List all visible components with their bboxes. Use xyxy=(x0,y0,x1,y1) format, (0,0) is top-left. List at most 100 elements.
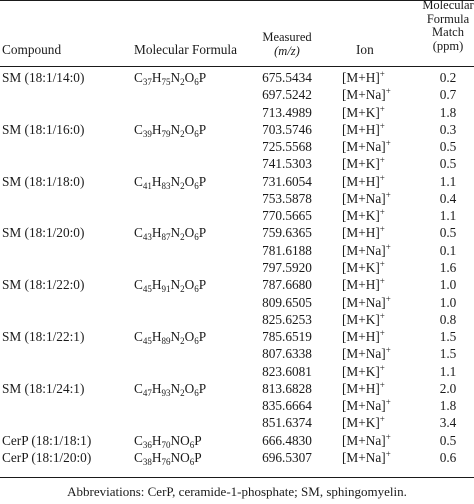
compound-name: SM (18:1/20:0) xyxy=(2,225,85,241)
ppm-match: 1.0 xyxy=(439,294,457,310)
ppm-match: 0.7 xyxy=(439,87,457,103)
compound-name: CerP (18:1/18:1) xyxy=(2,432,92,448)
header-match-line1: Molecular xyxy=(422,0,474,12)
ion-type: [M+Na]+ xyxy=(342,86,391,103)
molecular-formula: C41H83N2O6P xyxy=(134,173,207,191)
measured-mz: 781.6188 xyxy=(262,242,312,258)
ppm-match: 0.3 xyxy=(439,121,457,137)
measured-mz: 785.6519 xyxy=(262,329,312,345)
header-molecular-formula: Molecular Formula xyxy=(134,42,238,57)
measured-mz: 731.6054 xyxy=(262,173,312,189)
molecular-formula: C37H75N2O6P xyxy=(134,70,207,87)
ppm-match: 0.6 xyxy=(439,449,457,465)
ion-type: [M+H]+ xyxy=(342,172,385,189)
ion-type: [M+Na]+ xyxy=(342,397,391,414)
ion-type: [M+Na]+ xyxy=(342,345,391,362)
ppm-match: 0.8 xyxy=(439,311,457,327)
header-match-line3: Match xyxy=(432,25,464,39)
ion-type: [M+H]+ xyxy=(342,276,385,293)
bottom-rule xyxy=(0,477,474,478)
ion-type: [M+K]+ xyxy=(342,207,385,224)
measured-mz: 713.4989 xyxy=(262,104,312,120)
ion-type: [M+Na]+ xyxy=(342,293,391,310)
ppm-match: 2.0 xyxy=(439,380,457,396)
ppm-match: 1.1 xyxy=(439,363,457,379)
compound-name: SM (18:1/14:0) xyxy=(2,70,85,85)
compound-name: SM (18:1/16:0) xyxy=(2,121,85,137)
molecular-formula: C38H76NO6P xyxy=(134,449,202,467)
measured-mz: 825.6253 xyxy=(262,311,312,327)
measured-mz: 807.6338 xyxy=(262,346,312,362)
ppm-match: 0.2 xyxy=(439,70,457,85)
measured-mz: 759.6365 xyxy=(262,225,312,241)
header-measured-line1: Measured xyxy=(262,30,312,44)
measured-mz: 753.5878 xyxy=(262,190,312,206)
ppm-match: 0.5 xyxy=(439,225,457,241)
header-rule xyxy=(0,66,474,67)
compound-name: SM (18:1/24:1) xyxy=(2,380,85,396)
ion-type: [M+H]+ xyxy=(342,69,385,86)
ppm-match: 0.4 xyxy=(439,190,457,206)
header-ion: Ion xyxy=(356,42,374,57)
ppm-match: 1.8 xyxy=(439,398,457,414)
measured-mz: 797.5920 xyxy=(262,259,312,275)
measured-mz: 696.5307 xyxy=(262,449,312,465)
ppm-match: 1.6 xyxy=(439,259,457,275)
header-match-line2: Formula xyxy=(426,11,470,26)
ion-type: [M+Na]+ xyxy=(342,431,391,448)
molecular-formula: C39H79N2O6P xyxy=(134,121,207,139)
ppm-match: 3.4 xyxy=(439,415,457,431)
ppm-match: 1.1 xyxy=(439,208,457,224)
ppm-match: 1.1 xyxy=(439,173,457,189)
measured-mz: 725.5568 xyxy=(262,139,312,155)
ion-type: [M+H]+ xyxy=(342,120,385,137)
measured-mz: 809.6505 xyxy=(262,294,312,310)
ion-type: [M+K]+ xyxy=(342,155,385,172)
measured-mz: 666.4830 xyxy=(262,432,312,448)
ion-type: [M+K]+ xyxy=(342,310,385,327)
header-measured-line2: (m/z) xyxy=(274,43,300,58)
header-measured: Measured (m/z) xyxy=(247,30,327,58)
header-compound: Compound xyxy=(2,42,62,57)
compound-name: CerP (18:1/20:0) xyxy=(2,449,92,465)
molecular-formula: C45H89N2O6P xyxy=(134,329,207,347)
ion-type: [M+Na]+ xyxy=(342,448,391,465)
measured-mz: 851.6374 xyxy=(262,415,312,431)
ion-type: [M+H]+ xyxy=(342,379,385,396)
ion-type: [M+H]+ xyxy=(342,224,385,241)
ppm-match: 0.5 xyxy=(439,156,457,172)
molecular-formula: C36H70NO6P xyxy=(134,432,202,450)
compound-name: SM (18:1/18:0) xyxy=(2,173,85,189)
ppm-match: 1.0 xyxy=(439,277,457,293)
ppm-match: 1.5 xyxy=(439,329,457,345)
measured-mz: 703.5746 xyxy=(262,121,312,137)
ion-type: [M+K]+ xyxy=(342,362,385,379)
ion-type: [M+H]+ xyxy=(342,328,385,345)
measured-mz: 835.6664 xyxy=(262,398,312,414)
measured-mz: 813.6828 xyxy=(262,380,312,396)
measured-mz: 787.6680 xyxy=(262,277,312,293)
ion-type: [M+Na]+ xyxy=(342,138,391,155)
ppm-match: 0.1 xyxy=(439,242,457,258)
measured-mz: 770.5665 xyxy=(262,208,312,224)
measured-mz: 823.6081 xyxy=(262,363,312,379)
measured-mz: 741.5303 xyxy=(262,156,312,172)
ppm-match: 1.5 xyxy=(439,346,457,362)
molecular-formula: C47H93N2O6P xyxy=(134,380,207,398)
ion-type: [M+K]+ xyxy=(342,414,385,431)
ppm-match: 1.8 xyxy=(439,104,457,120)
header-match-line4: (ppm) xyxy=(432,38,464,53)
compound-name: SM (18:1/22:1) xyxy=(2,329,85,345)
measured-mz: 675.5434 xyxy=(262,70,312,85)
ppm-match: 0.5 xyxy=(439,139,457,155)
ion-type: [M+K]+ xyxy=(342,103,385,120)
ion-type: [M+Na]+ xyxy=(342,189,391,206)
ion-type: [M+Na]+ xyxy=(342,241,391,258)
molecular-formula: C45H91N2O6P xyxy=(134,277,207,295)
top-rule xyxy=(0,0,474,1)
header-ppm-match: Molecular Formula Match (ppm) xyxy=(420,0,474,53)
measured-mz: 697.5242 xyxy=(262,87,312,103)
ppm-match: 0.5 xyxy=(439,432,457,448)
footnote: Abbreviations: CerP, ceramide-1-phosphat… xyxy=(67,484,407,499)
ion-type: [M+K]+ xyxy=(342,258,385,275)
